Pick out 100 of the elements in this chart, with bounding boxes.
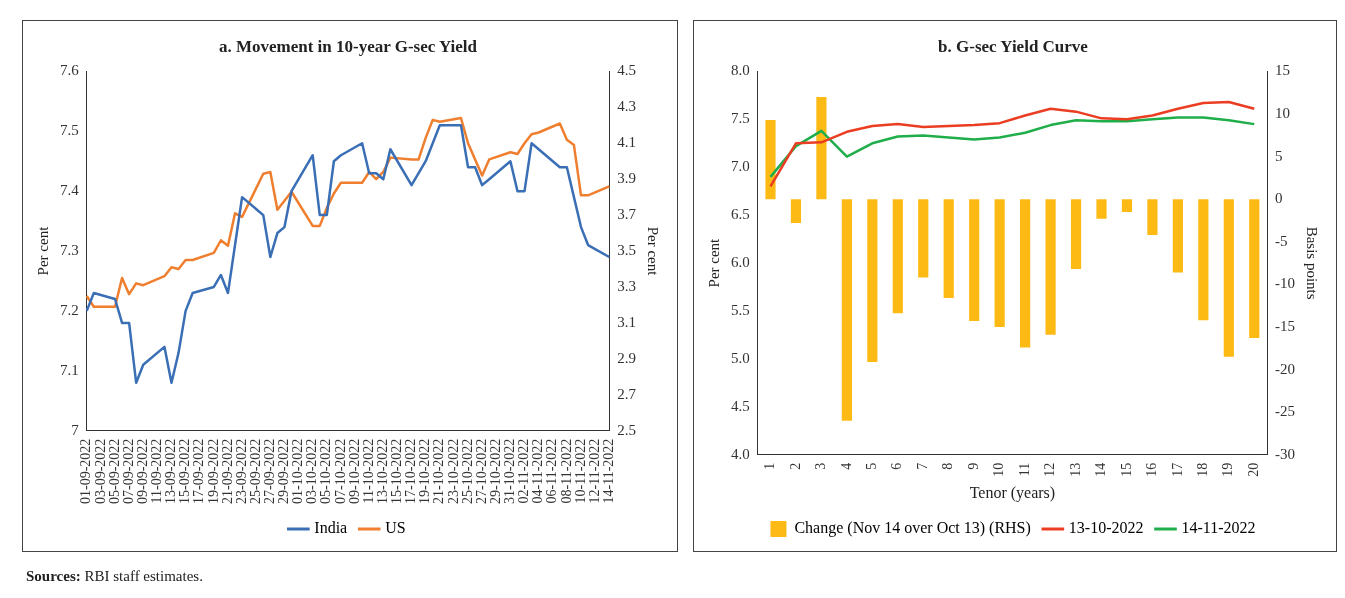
x-tick-label: 1 xyxy=(762,462,778,470)
x-tick-label: 23-10-2022 xyxy=(445,438,461,504)
y-tick-label: 7.2 xyxy=(60,301,79,318)
x-tick-label: 08-11-2022 xyxy=(558,438,574,504)
x-tick-label: 14-11-2022 xyxy=(600,438,616,504)
legend-label: 14-11-2022 xyxy=(1181,519,1256,537)
x-tick-label: 18 xyxy=(1195,462,1211,477)
x-tick-label: 21-10-2022 xyxy=(431,438,447,504)
x-tick-label: 02-11-2022 xyxy=(516,438,532,504)
bar xyxy=(1198,199,1209,321)
x-tick-label: 27-09-2022 xyxy=(262,438,277,504)
y2-tick-label: 3.9 xyxy=(617,170,636,187)
y2-axis-title: Basis points xyxy=(1304,226,1321,300)
bar xyxy=(1070,199,1082,270)
y-tick-label: 7.4 xyxy=(60,182,80,199)
x-tick-label: 06-11-2022 xyxy=(544,438,560,504)
bar xyxy=(918,199,929,278)
x-tick-label: 2 xyxy=(787,462,803,470)
x-tick-label: 07-09-2022 xyxy=(120,438,136,504)
y2-tick-label: 0 xyxy=(1275,190,1283,207)
y-axis-title: Per cent xyxy=(34,225,51,276)
x-tick-label: 09-09-2022 xyxy=(134,438,150,504)
y-tick-label: 6.0 xyxy=(731,254,750,271)
y-tick-label: 7.6 xyxy=(60,62,80,79)
legend-label: US xyxy=(385,519,406,537)
x-tick-label: 4 xyxy=(838,462,854,470)
x-tick-label: 05-09-2022 xyxy=(106,438,122,504)
bar xyxy=(816,96,827,200)
y2-tick-label: -5 xyxy=(1275,232,1288,249)
y-axis-title: Per cent xyxy=(705,237,722,288)
x-tick-label: 25-10-2022 xyxy=(459,438,475,504)
x-tick-label: 12-11-2022 xyxy=(586,438,602,504)
legend-label: 13-10-2022 xyxy=(1068,519,1144,537)
y2-tick-label: 2.5 xyxy=(617,421,636,438)
legend-label: Change (Nov 14 over Oct 13) (RHS) xyxy=(794,519,1031,538)
y-tick-label: 7.5 xyxy=(731,110,750,127)
bar xyxy=(867,199,878,362)
x-tick-label: 09-10-2022 xyxy=(346,438,362,504)
x-tick-label: 03-09-2022 xyxy=(92,438,108,504)
y2-tick-label: -25 xyxy=(1275,403,1295,420)
x-tick-label: 29-09-2022 xyxy=(276,438,292,504)
y-tick-label: 6.5 xyxy=(731,206,750,223)
y-tick-label: 5.0 xyxy=(731,349,750,366)
x-tick-label: 13 xyxy=(1067,462,1083,477)
y2-tick-label: 2.9 xyxy=(617,349,636,366)
x-tick-label: 27-10-2022 xyxy=(473,438,489,504)
x-tick-label: 05-10-2022 xyxy=(318,438,334,504)
y-tick-label: 8.0 xyxy=(731,62,750,79)
bar xyxy=(841,199,852,421)
x-tick-label: 3 xyxy=(813,462,829,470)
x-tick-label: 17-09-2022 xyxy=(191,438,207,504)
x-tick-label: 13-10-2022 xyxy=(374,438,390,504)
source-note: Sources: RBI staff estimates. xyxy=(26,568,203,585)
x-tick-label: 17-10-2022 xyxy=(403,438,419,504)
y-tick-label: 4.5 xyxy=(731,397,750,414)
x-tick-label: 10 xyxy=(991,462,1007,477)
x-tick-label: 21-09-2022 xyxy=(219,438,235,504)
y-tick-label: 4.0 xyxy=(731,445,750,462)
y2-tick-label: 5 xyxy=(1275,147,1283,164)
y2-tick-label: 4.1 xyxy=(617,134,636,151)
y2-tick-label: 3.1 xyxy=(617,313,636,330)
y2-tick-label: 15 xyxy=(1275,62,1290,79)
bar xyxy=(1045,199,1056,335)
x-tick-label: 25-09-2022 xyxy=(247,438,263,504)
x-tick-label: 19-10-2022 xyxy=(417,438,433,504)
bar xyxy=(1121,199,1133,212)
chart-title: a. Movement in 10-year G-sec Yield xyxy=(218,36,478,56)
x-tick-label: 13-09-2022 xyxy=(163,438,179,504)
y2-tick-label: -10 xyxy=(1275,275,1295,292)
x-tick-label: 07-10-2022 xyxy=(332,438,348,504)
bar xyxy=(1223,199,1234,357)
bar xyxy=(969,199,980,322)
x-tick-label: 01-09-2022 xyxy=(78,438,94,504)
x-axis-title: Tenor (years) xyxy=(969,483,1056,502)
x-tick-label: 7 xyxy=(914,462,930,470)
x-tick-label: 19-09-2022 xyxy=(205,438,221,504)
bar xyxy=(1249,199,1260,339)
bar xyxy=(892,199,903,314)
y2-tick-label: 4.3 xyxy=(617,98,636,115)
y-tick-label: 7.1 xyxy=(60,361,79,378)
y2-tick-label: 10 xyxy=(1275,104,1290,121)
y-tick-label: 7.3 xyxy=(60,241,79,258)
x-tick-label: 20 xyxy=(1245,462,1261,477)
bar xyxy=(1020,199,1031,348)
x-tick-label: 04-11-2022 xyxy=(530,438,546,504)
x-tick-label: 31-10-2022 xyxy=(502,438,518,504)
legend-label: India xyxy=(314,519,348,537)
y2-tick-label: 3.7 xyxy=(617,206,637,223)
x-tick-label: 12 xyxy=(1042,462,1058,477)
y-tick-label: 7.0 xyxy=(731,158,750,175)
bar xyxy=(1172,199,1183,273)
x-tick-label: 17 xyxy=(1169,462,1185,477)
x-tick-label: 15-09-2022 xyxy=(177,438,193,504)
x-tick-label: 01-10-2022 xyxy=(290,438,306,504)
x-tick-label: 14 xyxy=(1093,462,1109,477)
chart-title: b. G-sec Yield Curve xyxy=(938,36,1089,56)
y2-tick-label: -15 xyxy=(1275,317,1295,334)
y2-tick-label: 3.5 xyxy=(617,241,636,258)
y2-tick-label: -20 xyxy=(1275,360,1295,377)
x-tick-label: 11 xyxy=(1016,462,1032,477)
